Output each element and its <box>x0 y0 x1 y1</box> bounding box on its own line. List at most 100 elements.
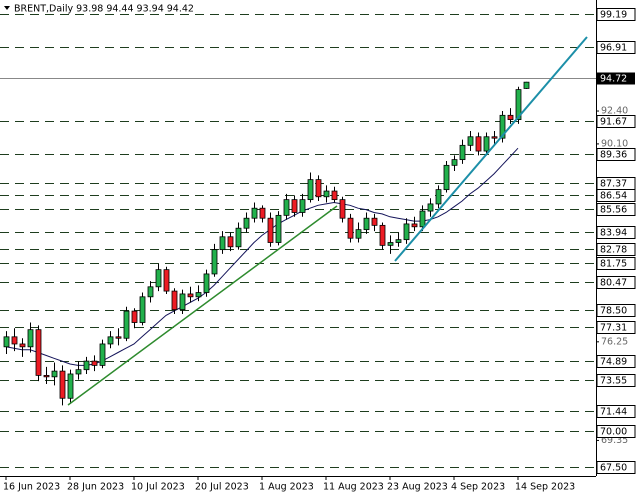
candle-body <box>131 310 138 323</box>
candle-body <box>59 370 66 399</box>
price-label: 94.72 <box>600 74 627 85</box>
x-tick-label: 4 Sep 2023 <box>451 482 505 493</box>
y-tick-label: 92.40 <box>601 106 628 117</box>
level-label-box <box>596 461 636 474</box>
candle-body <box>323 190 330 198</box>
level-label-box <box>596 115 636 128</box>
level-label-box <box>596 257 636 270</box>
candle-body <box>51 370 58 378</box>
candle-body <box>203 273 210 293</box>
candle-body <box>107 336 114 345</box>
candle-body <box>371 217 378 226</box>
x-tick-label: 11 Aug 2023 <box>323 482 384 493</box>
y-tick-label: 76.25 <box>601 336 628 347</box>
x-tick-label: 20 Jul 2023 <box>195 482 249 493</box>
candle-body <box>347 217 354 239</box>
trend-line <box>67 205 338 406</box>
level-label: 91.67 <box>600 117 627 128</box>
level-label-box <box>596 189 636 202</box>
candle-body <box>307 179 314 201</box>
level-label-box <box>596 203 636 216</box>
candle-body <box>211 249 218 275</box>
candle-body <box>499 114 506 139</box>
level-label: 81.75 <box>600 259 627 270</box>
level-label: 86.54 <box>600 191 627 202</box>
menu-arrow[interactable] <box>4 6 10 10</box>
level-label: 89.36 <box>600 150 627 161</box>
level-label: 80.47 <box>600 278 627 289</box>
candle-body <box>171 290 178 311</box>
candle-body <box>283 199 290 216</box>
x-tick-label: 1 Aug 2023 <box>259 482 314 493</box>
level-label: 77.31 <box>600 323 627 334</box>
level-label-box <box>596 276 636 289</box>
level-label-box <box>596 304 636 317</box>
candle-body <box>243 217 250 229</box>
candle-body <box>155 269 162 288</box>
level-label: 67.50 <box>600 463 627 474</box>
candle-body <box>251 207 258 219</box>
candle-body <box>235 227 242 248</box>
level-label: 99.19 <box>600 10 627 21</box>
candle-body <box>163 269 170 292</box>
candle-body <box>395 239 402 243</box>
candle-body <box>27 329 34 348</box>
y-tick-label: 69.35 <box>601 435 628 446</box>
trend-line <box>394 36 588 262</box>
candle-body <box>475 136 482 152</box>
level-label-box <box>596 243 636 256</box>
candle-body <box>387 242 394 246</box>
level-label-box <box>596 425 636 438</box>
candle-body <box>267 217 274 243</box>
level-label-box <box>596 321 636 334</box>
candle-body <box>443 164 450 191</box>
candle-body <box>75 369 82 375</box>
candle-body <box>523 81 530 89</box>
y-tick-label: 90.10 <box>601 138 628 149</box>
level-label-box <box>596 41 636 54</box>
level-label: 70.00 <box>600 427 627 438</box>
candle-body <box>187 293 194 298</box>
level-label: 85.56 <box>600 205 627 216</box>
candle-body <box>115 336 122 339</box>
level-label-box <box>596 148 636 161</box>
level-label: 73.55 <box>600 376 627 387</box>
candle-body <box>515 89 522 121</box>
candle-body <box>3 336 10 348</box>
level-label: 78.50 <box>600 306 627 317</box>
level-label: 82.78 <box>600 245 627 256</box>
candle-body <box>419 210 426 228</box>
candle-body <box>91 360 98 366</box>
candle-body <box>99 343 106 366</box>
level-label: 71.44 <box>600 407 627 418</box>
candle-body <box>11 336 18 345</box>
candle-body <box>147 286 154 298</box>
level-label: 74.89 <box>600 357 627 368</box>
candle-body <box>19 343 26 348</box>
level-label: 87.37 <box>600 179 627 190</box>
level-label: 96.91 <box>600 43 627 54</box>
candle-body <box>459 144 466 161</box>
candle-body <box>483 136 490 152</box>
candle-body <box>227 236 234 248</box>
chart-title: BRENT,Daily 93.98 94.44 93.94 94.42 <box>14 4 194 15</box>
candle-body <box>83 360 90 371</box>
candle-body <box>259 207 266 219</box>
candle-body <box>411 223 418 228</box>
level-label: 83.94 <box>600 228 627 239</box>
moving-average <box>5 147 519 366</box>
candle-body <box>451 159 458 166</box>
candle-body <box>35 329 42 376</box>
candle-body <box>291 199 298 213</box>
x-tick-label: 23 Aug 2023 <box>387 482 448 493</box>
candle-body <box>139 296 146 323</box>
candle-body <box>195 292 202 298</box>
candle-body <box>355 229 362 239</box>
candle-body <box>179 293 186 311</box>
x-tick-label: 10 Jul 2023 <box>131 482 185 493</box>
candle-body <box>507 114 514 121</box>
level-label-box <box>596 374 636 387</box>
candle-body <box>467 136 474 146</box>
candle-body <box>219 236 226 251</box>
